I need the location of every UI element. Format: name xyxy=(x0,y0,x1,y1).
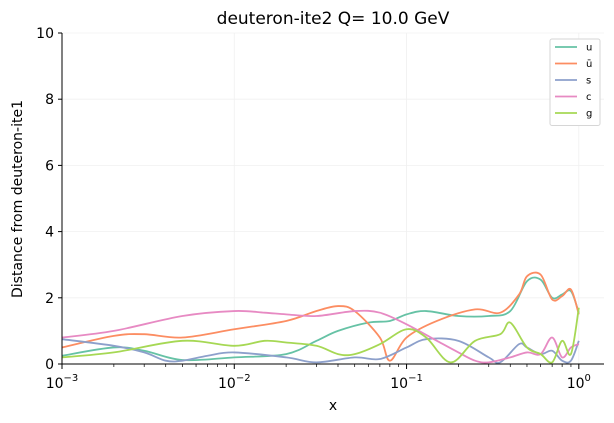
x-tick-label-3: 100 xyxy=(567,373,591,392)
chart-title: deuteron-ite2 Q= 10.0 GeV xyxy=(217,9,450,29)
y-tick-label-2: 4 xyxy=(45,225,54,241)
legend-label-3: c xyxy=(586,92,592,103)
y-axis-label: Distance from deuteron-ite1 xyxy=(10,100,26,298)
series-line-4 xyxy=(61,307,580,364)
x-tick-label-2: 10−1 xyxy=(390,373,423,392)
legend-label-4: g xyxy=(586,109,592,120)
x-axis-label: x xyxy=(329,398,337,414)
y-tick-label-1: 2 xyxy=(45,291,54,307)
y-tick-label-5: 10 xyxy=(36,26,54,42)
legend-label-0: u xyxy=(586,43,592,54)
series-line-3 xyxy=(61,309,580,364)
series-line-2 xyxy=(61,337,580,364)
legend-label-1: ū xyxy=(586,59,592,70)
y-tick-label-4: 8 xyxy=(45,92,54,108)
y-tick-label-3: 6 xyxy=(45,158,54,174)
legend-label-2: s xyxy=(586,76,591,87)
legend-box xyxy=(549,38,601,126)
series-layer xyxy=(61,271,580,364)
x-tick-label-1: 10−2 xyxy=(218,373,251,392)
axes-layer: 0 2 4 6 8 10 10−3 10−2 10−1 100 xyxy=(36,26,604,392)
y-tick-label-0: 0 xyxy=(45,357,54,373)
x-tick-label-0: 10−3 xyxy=(46,373,79,392)
